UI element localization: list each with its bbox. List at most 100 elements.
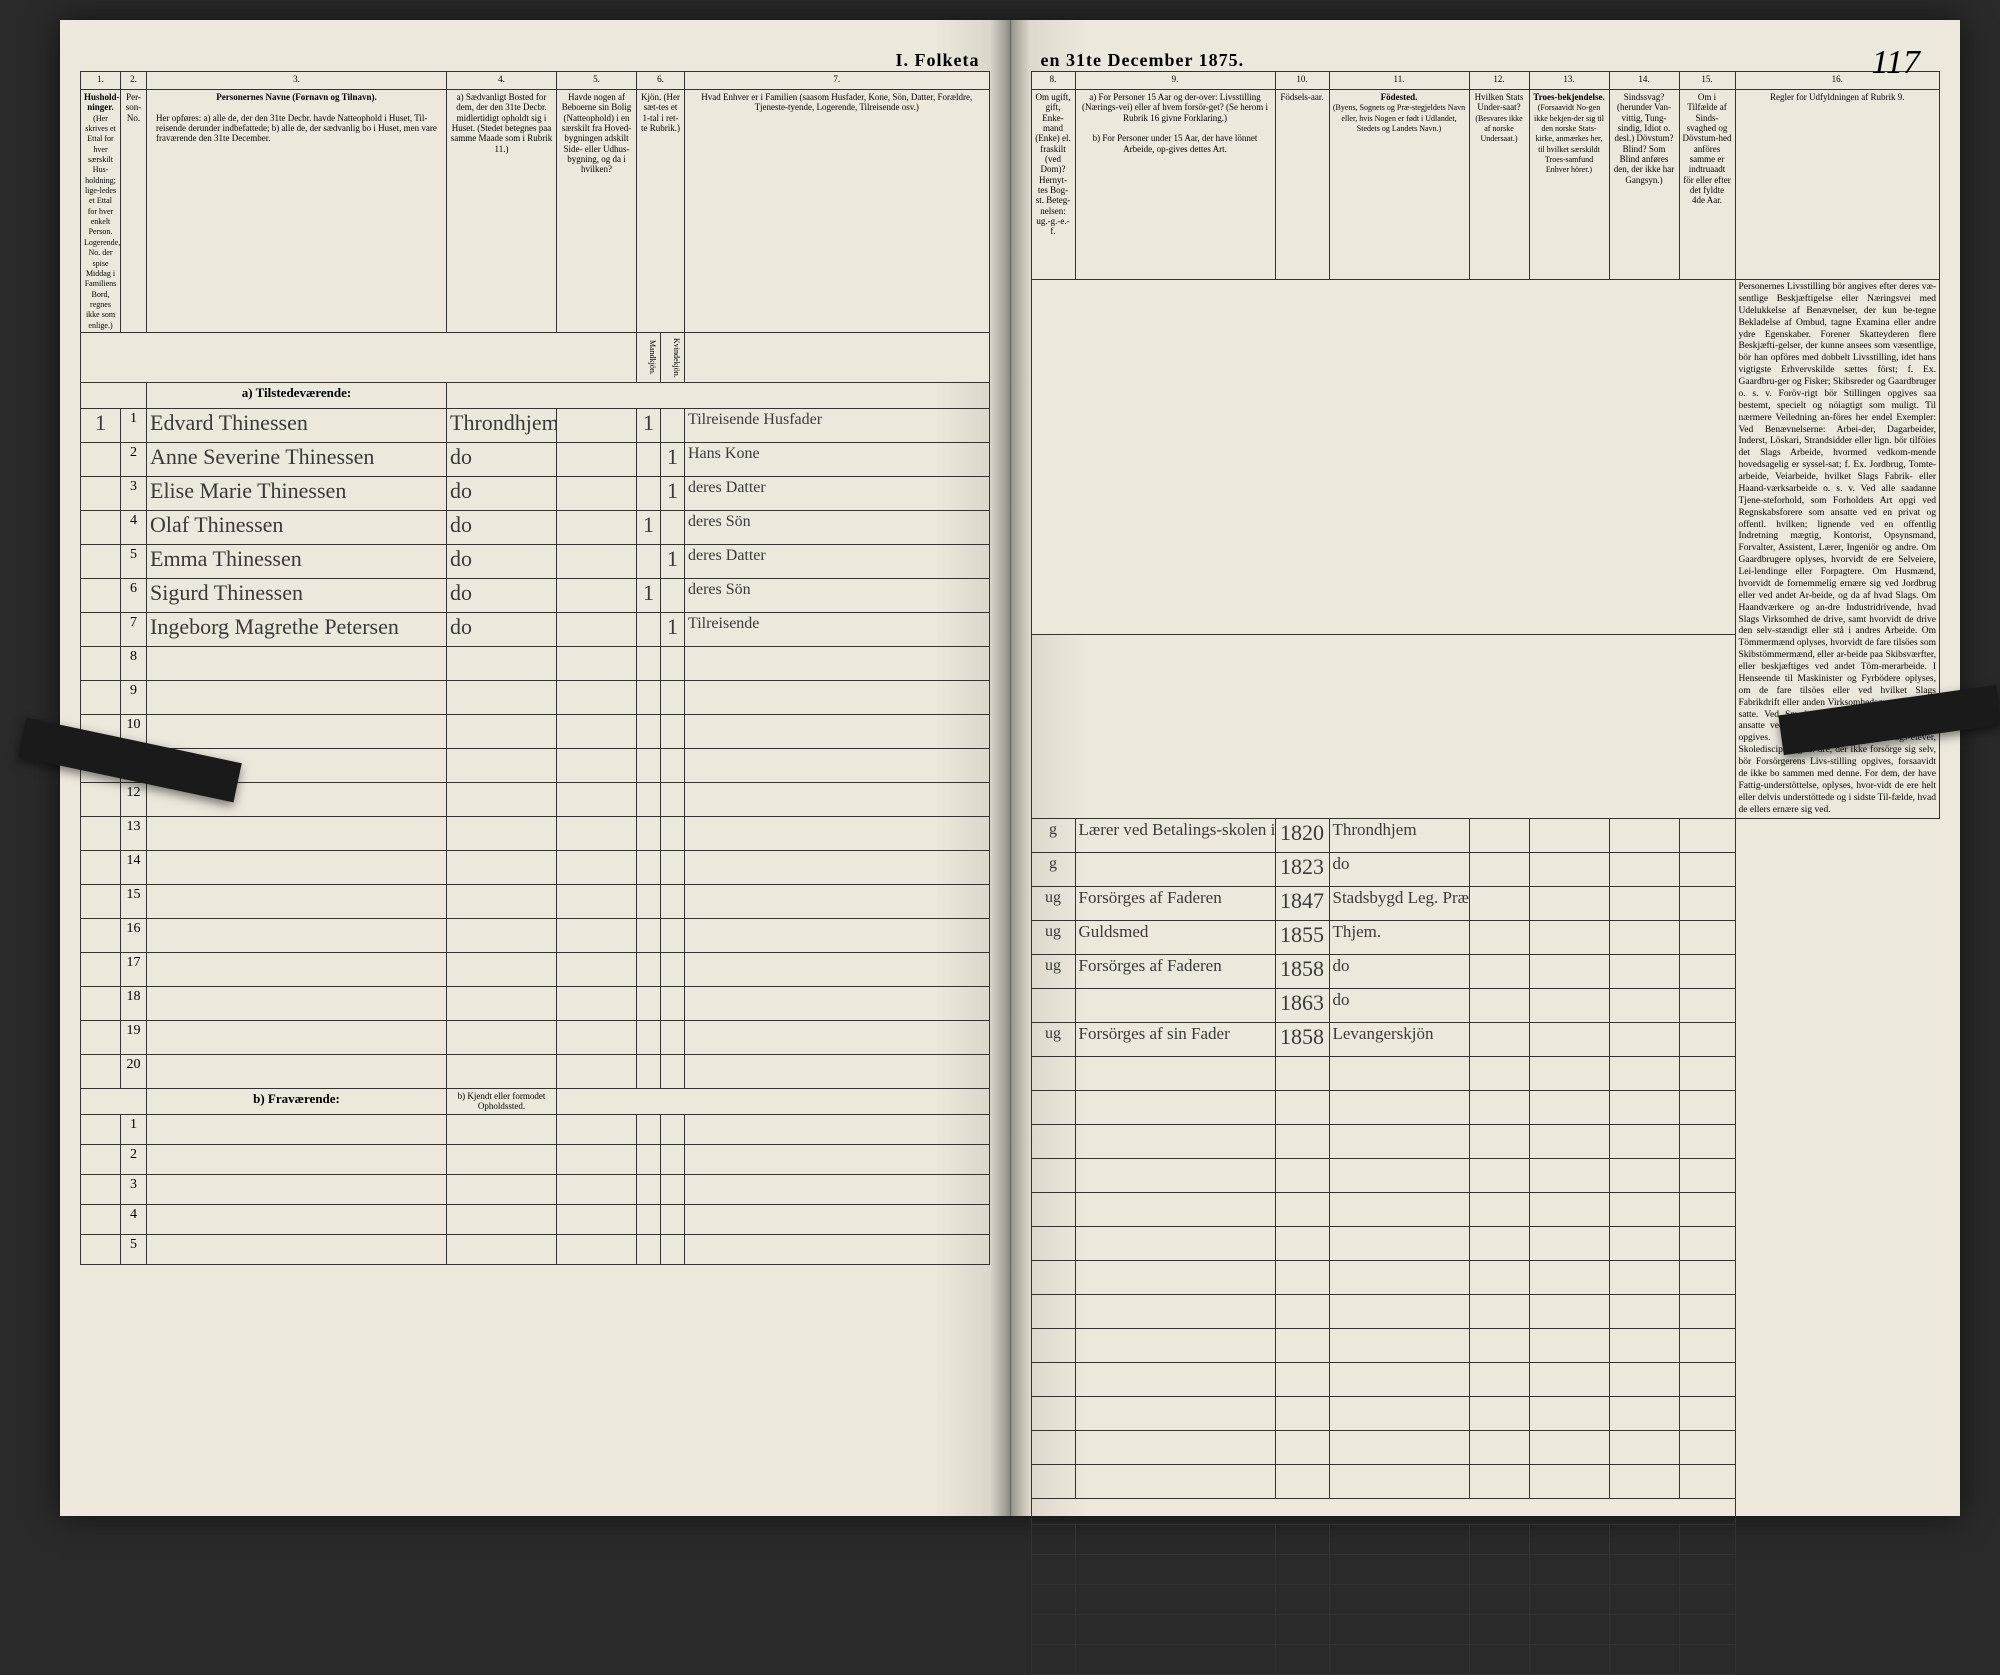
header-tilfaelde: Om i Tilfælde af Sinds-svaghed og Dövstu… [1679, 90, 1735, 280]
table-row: 5Emma Thinessendo1deres Datter [81, 544, 990, 578]
colnum-7: 7. [685, 72, 990, 90]
table-row: ugGuldsmed1855Thjem. [1031, 921, 1940, 955]
header-kvindekjon: Kvindekjön. [661, 332, 685, 382]
colnum-2: 2. [121, 72, 147, 90]
table-row [1031, 1261, 1940, 1295]
h12-title: Hvilken Stats Under-saat? [1475, 92, 1524, 112]
table-row: 8 [81, 646, 990, 680]
colnum-6: 6. [637, 72, 685, 90]
colnum-15: 15. [1679, 72, 1735, 90]
table-row [1031, 1295, 1940, 1329]
table-row: 2Anne Severine Thinessendo1Hans Kone [81, 442, 990, 476]
h11-title: Födested. [1381, 92, 1418, 102]
section-b-label: b) Fraværende: [147, 1088, 447, 1114]
table-row: 3 [81, 1174, 990, 1204]
empty-rows-right [1031, 1057, 1940, 1499]
table-row [1031, 1525, 1940, 1555]
header-undersaat: Hvilken Stats Under-saat? (Besvares ikke… [1469, 90, 1529, 280]
table-row [1031, 1431, 1940, 1465]
header-navne: Personernes Navne (Fornavn og Tilnavn). … [147, 90, 447, 333]
section-a-label: a) Tilstedeværende: [147, 382, 447, 408]
h3-title: Personernes Navne (Fornavn og Tilnavn). [216, 92, 376, 102]
table-row [1031, 1363, 1940, 1397]
table-row: 1 [81, 1114, 990, 1144]
h1-sub: (Her skrives et Ettal for hver særskilt … [84, 114, 120, 330]
table-row: 6Sigurd Thinessendo1deres Sön [81, 578, 990, 612]
h13-sub: (Forsaavidt No-gen ikke bekjen-der sig t… [1534, 103, 1604, 174]
table-row [1031, 1227, 1940, 1261]
header-familien: Hvad Enhver er i Familien (saasom Husfad… [685, 90, 990, 333]
header-kjon: Kjön. (Her sæt-tes et 1-tal i ret-te Rub… [637, 90, 685, 333]
colnum-5: 5. [557, 72, 637, 90]
data-rows-right: gLærer ved Betalings-skolen i Thjem1820T… [1031, 819, 1940, 1057]
header-fodselsaar: Födsels-aar. [1275, 90, 1329, 280]
colnum-4: 4. [447, 72, 557, 90]
table-row: ugForsörges af sin Fader1858Levangerskjö… [1031, 1023, 1940, 1057]
table-row: 10 [81, 714, 990, 748]
colnum-12: 12. [1469, 72, 1529, 90]
absent-rows-left: 12345 [81, 1114, 990, 1264]
colnum-14: 14. [1609, 72, 1679, 90]
header-title-left: I. Folketa [80, 50, 990, 71]
table-row [1031, 1057, 1940, 1091]
table-row: gLærer ved Betalings-skolen i Thjem1820T… [1031, 819, 1940, 853]
header-title-right: en 31te December 1875. [1031, 50, 1941, 71]
header-marital: Om ugift, gift, Enke-mand (Enke) el. fra… [1031, 90, 1075, 280]
table-row: 11Edvard ThinessenThrondhjem1Tilreisende… [81, 408, 990, 442]
table-row: 15 [81, 884, 990, 918]
table-row: 16 [81, 918, 990, 952]
header-bolig: Havde nogen af Beboerne sin Bolig (Natte… [557, 90, 637, 333]
table-row: ugForsörges af Faderen1847Stadsbygd Leg.… [1031, 887, 1940, 921]
header-troes: Troes-bekjendelse. (Forsaavidt No-gen ik… [1529, 90, 1609, 280]
table-row: 19 [81, 1020, 990, 1054]
table-row: 18 [81, 986, 990, 1020]
table-row [1031, 1397, 1940, 1431]
census-table-left: 1. 2. 3. 4. 5. 6. 7. Hushold-ninger. (He… [80, 71, 990, 1265]
table-row: g1823do [1031, 853, 1940, 887]
table-row [1031, 1193, 1940, 1227]
table-row: 17 [81, 952, 990, 986]
colnum-9: 9. [1075, 72, 1275, 90]
table-row [1031, 1329, 1940, 1363]
colnum-10: 10. [1275, 72, 1329, 90]
table-row: 1863do [1031, 989, 1940, 1023]
table-row [1031, 1465, 1940, 1499]
header-person-no: Per-son-No. [121, 90, 147, 333]
absent-rows-right [1031, 1525, 1940, 1675]
table-row [1031, 1645, 1940, 1675]
h6-title: Kjön. (Her sæt-tes et 1-tal i ret-te Rub… [641, 92, 680, 133]
empty-rows-left: 891011121314151617181920 [81, 646, 990, 1088]
h3-sub: Her opføres: a) alle de, der den 31te De… [150, 113, 443, 144]
table-row: 14 [81, 850, 990, 884]
table-row: 4Olaf Thinessendo1deres Sön [81, 510, 990, 544]
book-spread: I. Folketa 1. 2. 3. 4. 5. 6. 7. Hushold-… [60, 20, 1960, 1516]
table-row: 3Elise Marie Thinessendo1deres Datter [81, 476, 990, 510]
table-row: 2 [81, 1144, 990, 1174]
header-husholdninger: Hushold-ninger. (Her skrives et Ettal fo… [81, 90, 121, 333]
table-row [1031, 1091, 1940, 1125]
header-mandkjon: Mandkjön. [637, 332, 661, 382]
table-row [1031, 1159, 1940, 1193]
census-table-right: 8. 9. 10. 11. 12. 13. 14. 15. 16. Om ugi… [1031, 71, 1941, 1675]
header-fodested: Födested. (Byens, Sognets og Præ-stegjel… [1329, 90, 1469, 280]
colnum-11: 11. [1329, 72, 1469, 90]
h12-sub: (Besvares ikke af norske Undersaat.) [1475, 114, 1522, 144]
table-row [1031, 1125, 1940, 1159]
table-row [1031, 1555, 1940, 1585]
page-number: 117 [1872, 44, 1920, 82]
h11-sub: (Byens, Sognets og Præ-stegjeldets Navn … [1333, 103, 1465, 133]
table-row: 20 [81, 1054, 990, 1088]
h13-title: Troes-bekjendelse. [1533, 92, 1604, 102]
table-row: 13 [81, 816, 990, 850]
table-row: 7Ingeborg Magrethe Petersendo1Tilreisend… [81, 612, 990, 646]
colnum-13: 13. [1529, 72, 1609, 90]
h9b: b) For Personer under 15 Aar, der have l… [1093, 133, 1258, 153]
table-row: 5 [81, 1234, 990, 1264]
header-sindssvag: Sindssvag? (herunder Van-vittig, Tung-si… [1609, 90, 1679, 280]
table-row: ugForsörges af Faderen1858do [1031, 955, 1940, 989]
table-row: 4 [81, 1204, 990, 1234]
colnum-8: 8. [1031, 72, 1075, 90]
page-right: en 31te December 1875. 117 8. 9. 10. 11.… [1011, 20, 1961, 1516]
h1-title: Hushold-ninger. [84, 92, 120, 112]
h9a: a) For Personer 15 Aar og der-over: Livs… [1082, 92, 1268, 123]
